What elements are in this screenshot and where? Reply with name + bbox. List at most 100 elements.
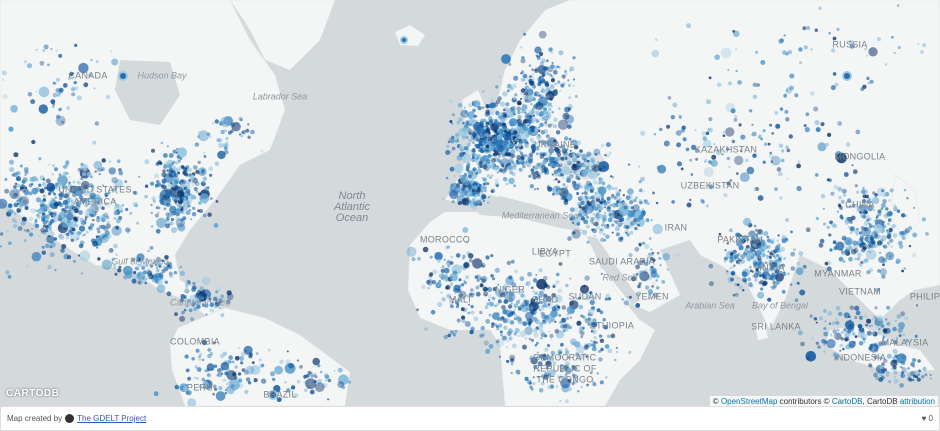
event-dot (64, 209, 68, 214)
event-dot (589, 185, 594, 191)
event-dot (118, 265, 122, 269)
event-dot (768, 255, 772, 259)
event-dot (50, 47, 53, 51)
event-dot (241, 130, 246, 135)
event-dot (760, 287, 764, 291)
event-dot (216, 368, 221, 373)
event-dot (882, 263, 885, 266)
event-dot (592, 188, 595, 191)
event-dot (42, 198, 47, 202)
event-dot (58, 196, 63, 201)
event-dot (113, 199, 116, 202)
event-dot (881, 189, 884, 193)
event-dot (244, 349, 248, 353)
event-dot (31, 139, 36, 145)
event-dot (114, 272, 118, 276)
event-dot (84, 218, 88, 221)
event-dot (552, 285, 555, 288)
event-dot (867, 198, 872, 202)
event-dot (922, 366, 927, 371)
event-dot (541, 319, 547, 325)
event-dot (703, 139, 712, 148)
event-dot (95, 207, 98, 210)
event-dot (493, 120, 500, 126)
cartodb-link[interactable]: CartoDB (831, 397, 863, 406)
event-dot (452, 297, 455, 301)
event-dot (169, 221, 174, 226)
event-dot (548, 47, 553, 52)
event-dot (643, 276, 647, 281)
event-dot (573, 144, 579, 150)
event-dot (509, 170, 514, 175)
event-dot (101, 167, 105, 171)
event-dot (91, 188, 95, 192)
event-dot (733, 118, 738, 122)
event-dot (747, 232, 751, 236)
event-dot (830, 191, 835, 196)
event-dot (76, 185, 82, 191)
event-dot (101, 158, 106, 163)
event-dot (467, 253, 474, 259)
event-dot (738, 285, 743, 290)
event-dot (602, 217, 607, 222)
event-dot (881, 362, 885, 367)
event-dot (488, 160, 492, 164)
event-dot (107, 191, 111, 195)
event-dot (171, 162, 175, 165)
event-dot (202, 276, 211, 286)
event-dot (198, 385, 202, 388)
event-dot (814, 173, 819, 177)
event-dot (769, 123, 773, 127)
event-dot (736, 172, 739, 175)
event-dot (484, 132, 489, 137)
event-dot (514, 93, 518, 97)
event-dot (844, 332, 850, 338)
event-dot (603, 238, 607, 242)
event-dot (73, 81, 77, 85)
event-dot (785, 117, 790, 122)
event-dot (550, 350, 556, 356)
event-dot (97, 230, 101, 234)
attribution-link[interactable]: attribution (899, 397, 935, 406)
map-label: CANADA (68, 70, 107, 80)
event-dot (529, 355, 535, 361)
event-dot (837, 203, 842, 207)
event-dot (194, 294, 197, 298)
event-dot (896, 314, 901, 319)
event-dot (550, 162, 556, 168)
event-dot (746, 166, 755, 175)
osm-link[interactable]: OpenStreetMap (720, 397, 778, 406)
event-dot (55, 204, 58, 207)
event-dot (589, 216, 593, 221)
event-dot (767, 142, 771, 146)
event-dot (81, 188, 87, 194)
event-dot (475, 285, 480, 290)
event-dot (839, 215, 844, 219)
event-dot (113, 243, 118, 249)
event-dot (113, 267, 117, 270)
event-dot (42, 194, 47, 199)
event-dot (485, 125, 489, 129)
event-dot (475, 143, 481, 149)
event-dot (676, 161, 683, 167)
event-dot (903, 316, 909, 321)
event-dot (499, 330, 503, 334)
event-dot (449, 120, 453, 123)
event-dot (138, 175, 141, 178)
event-dot (871, 240, 876, 245)
event-dot (583, 219, 589, 225)
like-count[interactable]: ♥ 0 (921, 414, 933, 423)
event-dot (451, 146, 456, 151)
event-dot (655, 38, 658, 41)
event-dot (547, 186, 553, 192)
event-dot (805, 227, 811, 233)
event-dot (325, 374, 330, 380)
event-dot (895, 337, 899, 340)
event-dot (559, 399, 562, 403)
event-dot (869, 236, 875, 241)
gdelt-link[interactable]: The GDELT Project (77, 414, 147, 423)
event-dot (912, 374, 916, 377)
event-dot (589, 299, 595, 305)
event-dot (183, 206, 188, 212)
